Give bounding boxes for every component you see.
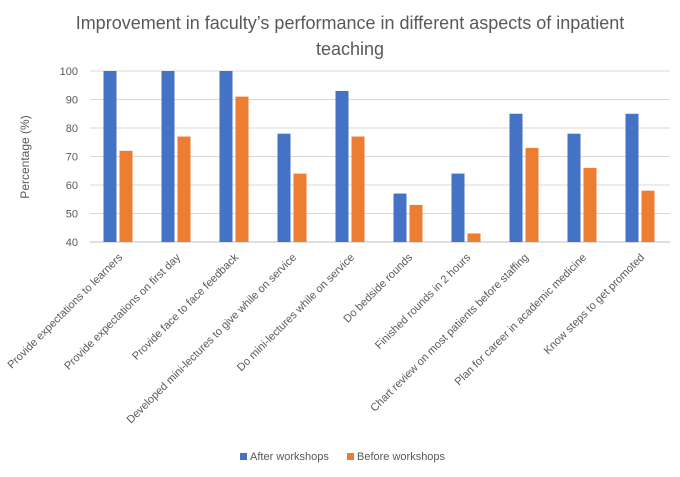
legend-swatch (347, 453, 354, 460)
legend-label: Before workshops (357, 451, 446, 463)
bar-before-7 (467, 233, 481, 242)
y-axis-title: Percentage (%) (18, 115, 32, 198)
y-tick-label: 100 (60, 66, 78, 78)
bar-after-10 (625, 113, 639, 242)
y-axis-ticks: 40 50 60 70 80 90 100 (60, 66, 78, 249)
bar-before-4 (293, 173, 307, 242)
y-tick-label: 80 (66, 123, 78, 135)
chart-title: Improvement in faculty’s performance in … (75, 13, 625, 59)
bar-after-3 (219, 71, 233, 242)
bar-after-2 (161, 71, 175, 242)
y-tick-label: 40 (66, 237, 78, 249)
y-tick-label: 90 (66, 95, 78, 107)
x-category-label: Do mini-lectures while on service (235, 252, 357, 374)
bar-after-4 (277, 133, 291, 242)
bar-before-6 (409, 204, 423, 242)
bar-before-5 (351, 136, 365, 242)
legend-label: After workshops (250, 451, 329, 463)
bar-before-3 (235, 96, 249, 243)
bar-after-9 (567, 133, 581, 242)
legend: After workshops Before workshops (240, 451, 446, 463)
x-category-label: Finished rounds in 2 hours (373, 251, 474, 352)
bar-after-1 (103, 71, 117, 242)
x-category-label: Provide expectations to learners (6, 251, 126, 371)
gridlines (90, 70, 670, 243)
bar-after-5 (335, 90, 349, 242)
y-tick-label: 50 (66, 209, 78, 221)
x-category-label: Know steps to get promoted (542, 252, 647, 357)
bar-before-1 (119, 150, 133, 242)
x-category-label: Plan for career in academic medicine (453, 252, 589, 388)
bar-before-10 (641, 190, 655, 242)
x-axis-labels: Provide expectations to learnersProvide … (6, 251, 648, 426)
bar-before-2 (177, 136, 191, 242)
bars (103, 71, 655, 243)
bar-after-8 (509, 113, 523, 242)
x-category-label: Provide face to face feedback (130, 251, 241, 362)
x-category-label: Provide expectations on first day (62, 251, 183, 372)
y-tick-label: 60 (66, 180, 78, 192)
bar-before-8 (525, 147, 539, 242)
bar-after-7 (451, 173, 465, 242)
bar-before-9 (583, 167, 597, 242)
legend-swatch (240, 453, 247, 460)
bar-after-6 (393, 193, 407, 242)
y-tick-label: 70 (66, 152, 78, 164)
